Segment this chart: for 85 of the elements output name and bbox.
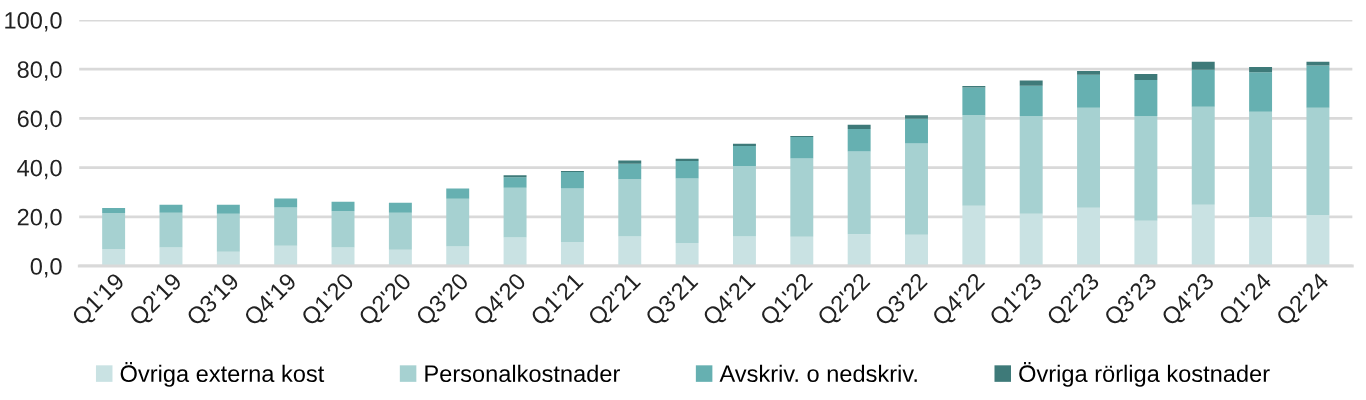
bar (560, 172, 584, 189)
bar (618, 236, 642, 266)
bar (274, 198, 298, 208)
bar (446, 246, 470, 266)
bar (1191, 69, 1215, 107)
bar (618, 163, 642, 180)
bar (331, 201, 355, 212)
bar (1249, 111, 1273, 218)
bar (560, 241, 584, 266)
bar (1019, 213, 1043, 266)
bar (1191, 106, 1215, 205)
bar (159, 212, 183, 248)
bar (159, 204, 183, 213)
bar (1077, 74, 1101, 108)
bar (503, 187, 527, 238)
bar (847, 128, 871, 152)
bar (1191, 204, 1215, 266)
bar (1134, 220, 1158, 266)
bar (962, 87, 986, 116)
bar (732, 143, 756, 146)
bar (102, 249, 126, 266)
bar (790, 158, 814, 237)
bar (388, 212, 412, 250)
bar (732, 165, 756, 237)
bar (847, 151, 871, 235)
bar (1249, 66, 1273, 73)
bar (1134, 115, 1158, 221)
bar (102, 207, 126, 214)
bar (1077, 70, 1101, 75)
bar (675, 243, 699, 266)
bar (1191, 61, 1215, 70)
bar (732, 236, 756, 266)
bar (1134, 74, 1158, 81)
legend-label: Avskriv. o nedskriv. (719, 364, 917, 383)
bar (1077, 107, 1101, 208)
bar (847, 234, 871, 266)
bar (905, 234, 928, 266)
legend-label: Övriga externa kost (120, 362, 325, 387)
bar (1306, 61, 1330, 66)
bar (732, 145, 756, 166)
bar (675, 178, 699, 244)
bar (675, 160, 699, 179)
y-tick-label: 40,0 (17, 159, 62, 180)
bar (618, 160, 642, 164)
bar (446, 198, 470, 247)
y-tick-label: 80,0 (17, 61, 62, 81)
bar (905, 115, 928, 119)
bar (102, 213, 126, 250)
bar (388, 202, 412, 213)
bar (274, 245, 298, 266)
bar (1019, 115, 1043, 214)
bar (1077, 207, 1101, 266)
bar (1306, 65, 1330, 108)
bar (560, 188, 584, 242)
bar (1019, 80, 1043, 86)
bar (503, 237, 527, 266)
bar (962, 115, 986, 206)
bar (1306, 215, 1330, 266)
y-tick-label: 60,0 (17, 110, 62, 130)
bar (675, 158, 699, 161)
bar (1249, 72, 1273, 112)
bar (618, 179, 642, 237)
bar (503, 177, 527, 188)
bar (962, 205, 986, 266)
bar (216, 251, 240, 266)
bar (216, 213, 240, 252)
y-tick-label: 20,0 (17, 208, 62, 229)
bar (216, 204, 240, 214)
bar (274, 207, 298, 246)
bar (446, 188, 470, 199)
bar (790, 137, 814, 159)
bar (1134, 80, 1158, 116)
bar (388, 249, 412, 266)
y-tick-label: 100,0 (5, 12, 62, 32)
bar (331, 211, 355, 248)
legend-label: Personalkostnader (425, 364, 620, 383)
bar (1306, 107, 1330, 216)
bar (1019, 85, 1043, 116)
bar (1249, 217, 1273, 266)
bar (905, 118, 928, 144)
y-tick-label: 0,0 (30, 258, 62, 278)
bar (847, 124, 871, 129)
bar (905, 143, 928, 235)
legend-label: Övriga rörliga kostnader (1019, 362, 1270, 387)
bar (790, 236, 814, 266)
